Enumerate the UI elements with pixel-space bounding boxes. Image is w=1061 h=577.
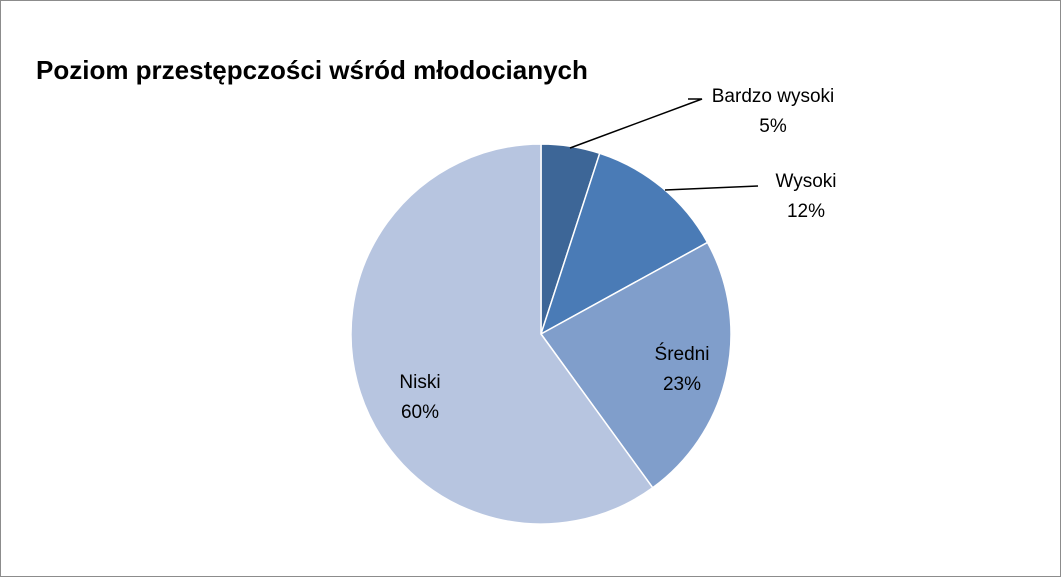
slice-value: 23% bbox=[663, 374, 701, 395]
chart-title: Poziom przestępczości wśród młodocianych bbox=[36, 55, 588, 85]
pie-slice bbox=[539, 241, 732, 489]
slice-value: 60% bbox=[401, 402, 439, 423]
pie-slice bbox=[539, 152, 709, 336]
leader-line bbox=[664, 185, 759, 191]
leader-line bbox=[569, 98, 703, 149]
slice-label: Średni bbox=[655, 343, 710, 365]
slice-label: Wysoki bbox=[775, 171, 836, 192]
pie-slice bbox=[350, 143, 654, 525]
slice-label: Niski bbox=[399, 372, 440, 393]
slice-value: 12% bbox=[787, 201, 825, 222]
slice-value: 5% bbox=[759, 116, 787, 137]
slice-label: Bardzo wysoki bbox=[712, 86, 835, 107]
